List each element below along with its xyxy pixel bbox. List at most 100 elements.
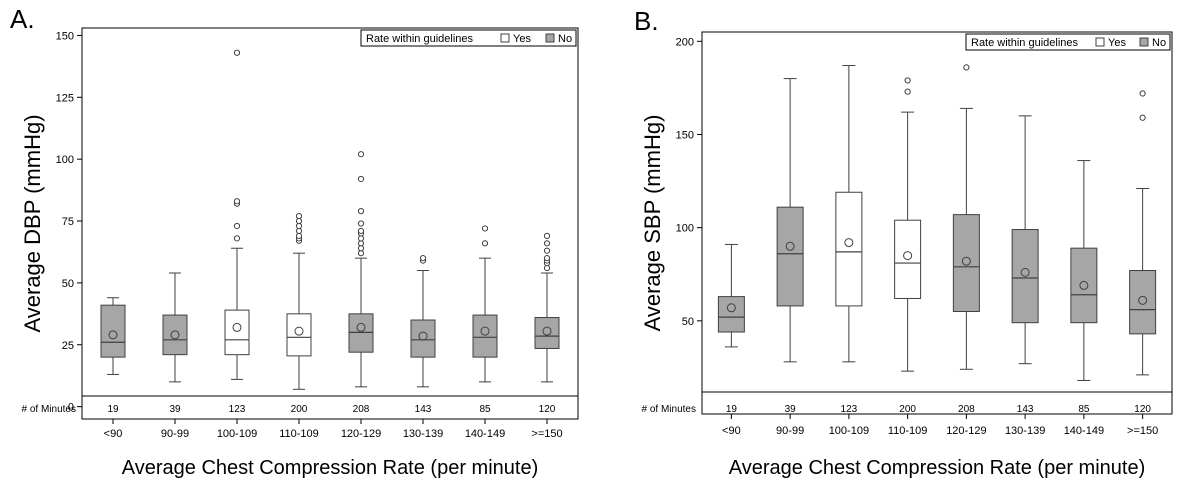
outlier-point	[543, 232, 551, 239]
x-tick-label: 120-129	[946, 425, 986, 437]
box-140-149	[1070, 247, 1098, 324]
outlier-point	[543, 264, 551, 272]
outlier-point	[357, 220, 365, 227]
x-tick-label: 100-109	[829, 425, 869, 437]
outlier-point	[295, 217, 303, 225]
mean-marker	[1079, 280, 1089, 290]
outlier-point	[357, 208, 365, 215]
box-140-149	[472, 314, 498, 358]
outlier-point	[963, 64, 970, 71]
outlier-point	[295, 222, 303, 230]
legend-label-yes: Yes	[513, 33, 531, 45]
y-tick-label: 0	[68, 402, 74, 414]
outlier-point	[233, 222, 241, 230]
outlier-point	[233, 235, 241, 242]
count-value: 200	[291, 404, 308, 415]
outlier-point	[357, 245, 365, 252]
outlier-point	[295, 212, 303, 220]
mean-marker	[418, 331, 428, 341]
mean-marker	[1020, 267, 1030, 277]
x-tick-label: 100-109	[217, 428, 257, 440]
box->=150	[534, 317, 560, 349]
outlier-point	[357, 250, 365, 257]
x-tick-label: 110-109	[888, 425, 928, 437]
outlier-point	[357, 151, 365, 158]
outlier-point	[419, 255, 427, 262]
x-tick-label: <90	[722, 425, 741, 437]
mean-marker	[961, 256, 971, 266]
y-tick-label: 100	[676, 223, 694, 235]
count-value: 85	[1078, 404, 1090, 415]
y-axis-title: Average DBP (mmHg)	[20, 114, 45, 332]
x-tick-label: 110-109	[279, 428, 319, 440]
y-tick-label: 125	[56, 92, 74, 104]
mean-marker	[844, 238, 854, 248]
outlier-point	[481, 240, 489, 247]
legend-swatch-yes	[500, 33, 510, 43]
plot-frame	[81, 27, 579, 420]
count-value: 123	[229, 404, 246, 415]
box-120-129	[348, 313, 374, 353]
outlier-point	[543, 247, 551, 254]
count-row-label: # of Minutes	[642, 404, 696, 415]
box-130-139	[410, 319, 436, 358]
legend-swatch-no	[545, 33, 555, 43]
box->=150	[1129, 270, 1157, 335]
count-value: 200	[899, 404, 916, 415]
outlier-point	[1139, 114, 1146, 121]
outlier-point	[357, 227, 365, 235]
outlier-point	[233, 198, 241, 205]
count-value: 85	[479, 404, 491, 415]
legend-title: Rate within guidelines	[366, 33, 474, 45]
panel-letter: B.	[634, 6, 659, 36]
y-tick-label: 150	[676, 129, 694, 141]
y-tick-label: 50	[62, 278, 74, 290]
box-90-99	[776, 206, 804, 307]
y-tick-label: 75	[62, 216, 74, 228]
mean-marker	[903, 251, 913, 261]
mean-marker	[785, 241, 795, 251]
mean-marker	[1138, 295, 1148, 305]
count-value: 19	[107, 404, 119, 415]
mean-marker	[232, 322, 242, 332]
count-value: 143	[415, 404, 432, 415]
count-value: 39	[785, 404, 797, 415]
x-axis-title: Average Chest Compression Rate (per minu…	[122, 457, 538, 479]
outlier-point	[357, 235, 365, 242]
outlier-point	[233, 49, 241, 56]
outlier-point	[904, 88, 911, 95]
x-tick-label: 90-99	[161, 428, 189, 440]
panel-b: B. 50 100 150 200 # of Minutes 19 <90 39 90-99 12…	[592, 0, 1184, 479]
legend-swatch-yes	[1095, 37, 1105, 47]
mean-marker	[356, 322, 366, 332]
y-tick-label: 100	[56, 154, 74, 166]
x-tick-label: <90	[104, 428, 123, 440]
count-value: 143	[1017, 404, 1034, 415]
mean-marker	[726, 303, 736, 313]
outlier-point	[481, 225, 489, 232]
box-<90	[717, 296, 745, 333]
count-value: 39	[169, 404, 181, 415]
legend-label-yes: Yes	[1108, 37, 1126, 49]
outlier-point	[543, 240, 551, 247]
box-100-109	[224, 309, 250, 356]
mean-marker	[542, 326, 552, 336]
box-90-99	[162, 314, 188, 356]
x-tick-label: 130-139	[403, 428, 443, 440]
box-130-139	[1011, 229, 1039, 324]
box-120-129	[952, 214, 980, 313]
dbp-chart: 0 25 50 75 100 125 150 # of Minutes 19 <90 39 90-99…	[20, 27, 579, 479]
x-tick-label: 130-139	[1005, 425, 1045, 437]
panel-a: A. 0 25 50 75 100 125 150 # of Minutes 19 <90 39 90…	[10, 4, 579, 479]
legend-label-no: No	[1152, 37, 1166, 49]
outlier-point	[1139, 90, 1146, 97]
outlier-point	[357, 240, 365, 247]
count-row-label: # of Minutes	[22, 404, 76, 415]
mean-marker	[480, 326, 490, 336]
legend-label-no: No	[558, 33, 572, 45]
x-tick-label: 140-149	[465, 428, 505, 440]
panel-letter: A.	[10, 4, 35, 34]
legend-box	[360, 29, 577, 47]
y-tick-label: 50	[682, 316, 694, 328]
count-value: 120	[1134, 404, 1151, 415]
